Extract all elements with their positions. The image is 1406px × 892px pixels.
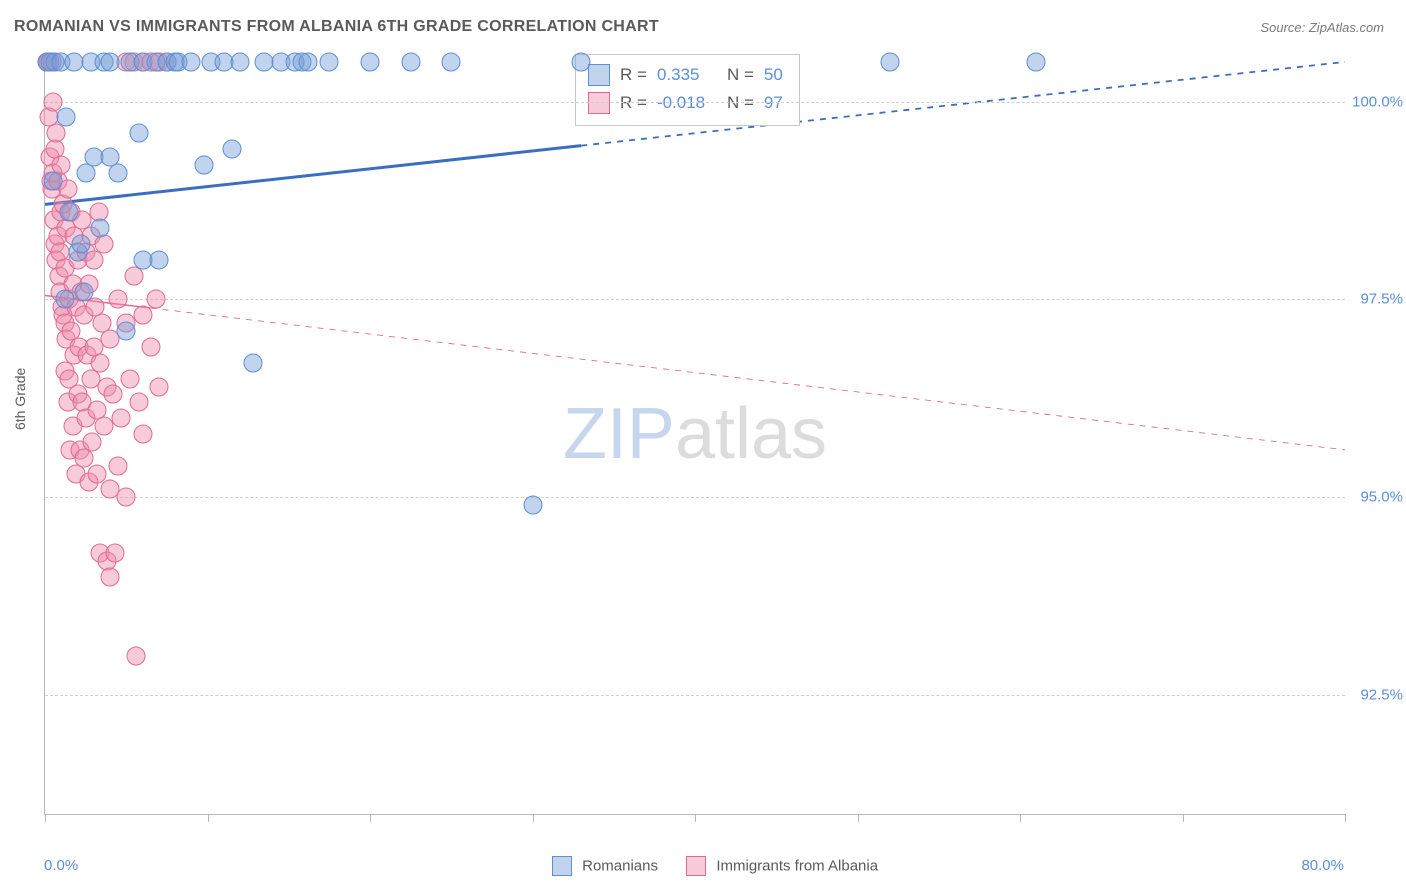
scatter-point (120, 369, 139, 388)
scatter-point (83, 432, 102, 451)
stats-r-value-romanians: 0.335 (657, 65, 717, 85)
gridline (45, 102, 1345, 103)
scatter-point (231, 52, 250, 71)
source-attribution: Source: ZipAtlas.com (1260, 20, 1384, 35)
watermark-part1: ZIP (563, 394, 675, 474)
scatter-point (71, 235, 90, 254)
x-tick (533, 814, 534, 822)
watermark-part2: atlas (675, 394, 827, 474)
legend-swatch-romanians (552, 856, 572, 876)
scatter-point (130, 393, 149, 412)
stats-r-label: R = (620, 93, 647, 113)
scatter-point (299, 52, 318, 71)
scatter-point (91, 353, 110, 372)
legend: Romanians Immigrants from Albania (0, 856, 1406, 876)
scatter-point (101, 52, 120, 71)
scatter-point (141, 337, 160, 356)
swatch-albania (588, 92, 610, 114)
stats-n-label: N = (727, 65, 754, 85)
y-tick-label: 92.5% (1360, 687, 1403, 704)
scatter-point (88, 464, 107, 483)
swatch-romanians (588, 64, 610, 86)
scatter-point (104, 385, 123, 404)
gridline (45, 299, 1345, 300)
y-tick-label: 97.5% (1360, 291, 1403, 308)
scatter-point (57, 108, 76, 127)
stats-n-value-albania: 97 (764, 93, 783, 113)
scatter-point (117, 488, 136, 507)
scatter-point (149, 377, 168, 396)
scatter-point (112, 409, 131, 428)
x-tick (208, 814, 209, 822)
stats-row-albania: R = -0.018 N = 97 (588, 89, 783, 117)
scatter-point (75, 282, 94, 301)
scatter-point (109, 290, 128, 309)
scatter-point (109, 456, 128, 475)
scatter-point (146, 290, 165, 309)
x-tick (370, 814, 371, 822)
stats-r-label: R = (620, 65, 647, 85)
legend-swatch-albania (686, 856, 706, 876)
scatter-point (94, 417, 113, 436)
stats-n-value-romanians: 50 (764, 65, 783, 85)
scatter-point (1027, 52, 1046, 71)
scatter-point (44, 171, 63, 190)
watermark: ZIPatlas (563, 393, 827, 475)
x-tick (1183, 814, 1184, 822)
scatter-point (881, 52, 900, 71)
x-tick (695, 814, 696, 822)
scatter-point (130, 124, 149, 143)
scatter-point (182, 52, 201, 71)
legend-label-albania: Immigrants from Albania (716, 858, 878, 875)
stats-row-romanians: R = 0.335 N = 50 (588, 61, 783, 89)
scatter-point (105, 543, 124, 562)
chart-title: ROMANIAN VS IMMIGRANTS FROM ALBANIA 6TH … (14, 18, 659, 36)
scatter-point (401, 52, 420, 71)
scatter-point (55, 290, 74, 309)
scatter-point (361, 52, 380, 71)
scatter-point (222, 140, 241, 159)
scatter-point (149, 250, 168, 269)
stats-n-label: N = (727, 93, 754, 113)
gridline (45, 695, 1345, 696)
x-tick (858, 814, 859, 822)
scatter-point (244, 353, 263, 372)
chart-plot-area: ZIPatlas R = 0.335 N = 50 R = -0.018 N =… (44, 54, 1345, 815)
scatter-point (572, 52, 591, 71)
x-tick (1345, 814, 1346, 822)
scatter-point (320, 52, 339, 71)
scatter-point (127, 646, 146, 665)
y-tick-label: 100.0% (1352, 93, 1403, 110)
x-tick (45, 814, 46, 822)
scatter-point (117, 322, 136, 341)
scatter-point (60, 203, 79, 222)
x-tick (1020, 814, 1021, 822)
y-tick-label: 95.0% (1360, 489, 1403, 506)
legend-label-romanians: Romanians (582, 858, 658, 875)
scatter-point (523, 496, 542, 515)
scatter-point (101, 567, 120, 586)
scatter-point (91, 219, 110, 238)
stats-r-value-albania: -0.018 (657, 93, 717, 113)
y-axis-label: 6th Grade (12, 368, 28, 430)
gridline (45, 497, 1345, 498)
scatter-point (133, 306, 152, 325)
scatter-point (109, 163, 128, 182)
scatter-point (44, 92, 63, 111)
correlation-stats-box: R = 0.335 N = 50 R = -0.018 N = 97 (575, 54, 800, 126)
trend-lines-layer (45, 54, 1345, 814)
scatter-point (195, 155, 214, 174)
scatter-point (442, 52, 461, 71)
scatter-point (133, 425, 152, 444)
